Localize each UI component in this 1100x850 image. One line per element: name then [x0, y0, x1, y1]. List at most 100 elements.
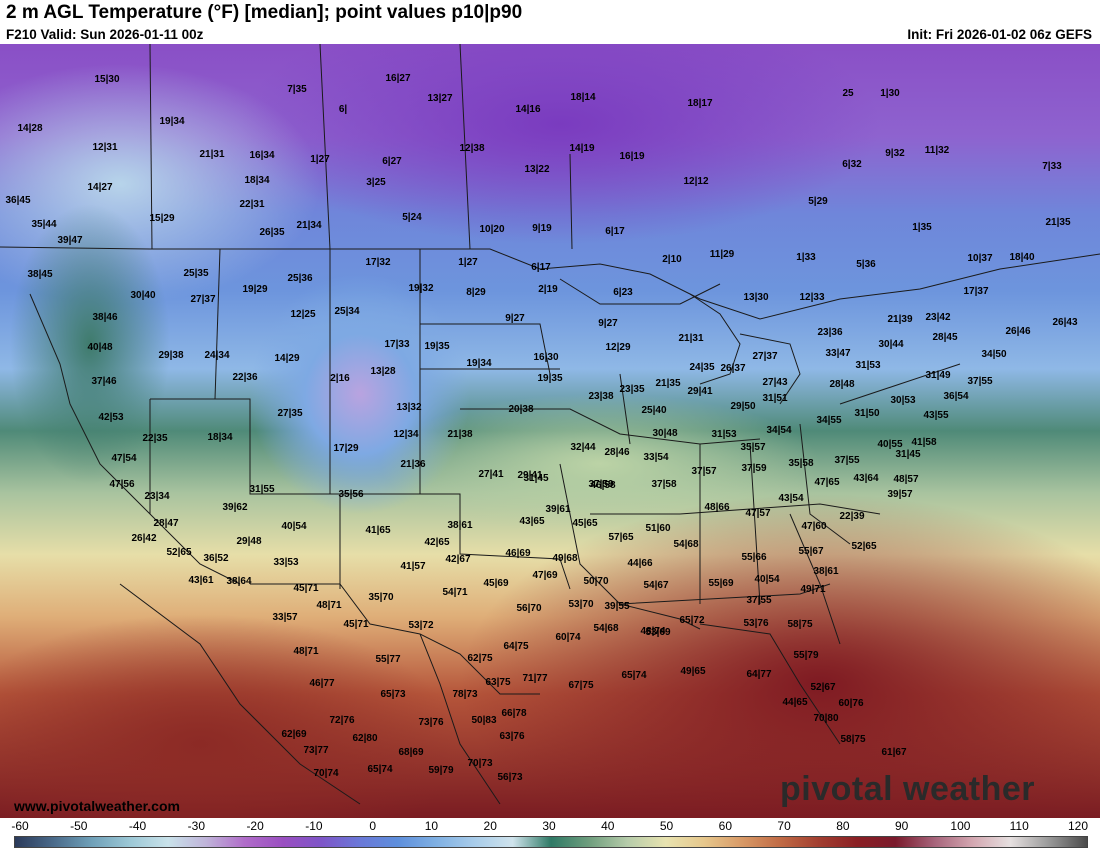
point-value: 43|55 [923, 410, 948, 421]
point-value: 48|74 [640, 626, 665, 637]
point-value: 31|53 [855, 360, 880, 371]
point-value: 43|61 [188, 575, 213, 586]
point-value: 11|32 [925, 145, 950, 156]
point-value: 48|57 [893, 474, 918, 485]
point-value: 34|55 [816, 415, 841, 426]
point-value: 26|35 [259, 227, 284, 238]
point-value: 78|73 [452, 689, 477, 700]
point-value: 65|74 [621, 670, 646, 681]
point-value: 14|29 [274, 353, 299, 364]
point-value: 73|76 [418, 717, 443, 728]
point-value: 7|35 [287, 84, 307, 95]
point-value: 39|62 [222, 502, 247, 513]
point-value: 47|57 [745, 508, 770, 519]
point-value: 42|65 [424, 537, 449, 548]
point-value: 72|76 [329, 715, 354, 726]
point-value: 31|45 [523, 473, 548, 484]
point-value: 37|57 [691, 466, 716, 477]
point-value: 19|34 [466, 358, 491, 369]
point-value: 19|34 [159, 116, 184, 127]
point-value: 45|69 [483, 578, 508, 589]
point-value: 21|34 [296, 220, 321, 231]
color-scale-tick: 90 [894, 819, 909, 833]
point-value: 1|35 [912, 222, 932, 233]
point-value: 51|60 [645, 523, 670, 534]
color-scale-tick: 30 [542, 819, 556, 833]
map-canvas: 15|30 7|35 16|27 13|27 18|14 18|17 25 1|30 14|28… [0, 44, 1100, 818]
point-value: 6|17 [605, 226, 625, 237]
point-value: 24|35 [689, 362, 714, 373]
point-value: 6| [339, 104, 348, 115]
temperature-map[interactable]: 15|30 7|35 16|27 13|27 18|14 18|17 25 1|30 14|28… [0, 44, 1100, 818]
point-values: 15|30 7|35 16|27 13|27 18|14 18|17 25 1|30 14|28… [5, 73, 1077, 783]
point-value: 58|75 [840, 734, 865, 745]
gulf-warm-core [460, 494, 1100, 818]
point-value: 38|45 [27, 269, 52, 280]
point-value: 46|77 [309, 678, 334, 689]
point-value: 37|59 [741, 463, 766, 474]
point-value: 68|69 [398, 747, 423, 758]
point-value: 33|47 [825, 348, 850, 359]
point-value: 21|31 [678, 333, 703, 344]
point-value: 65|73 [380, 689, 405, 700]
point-value: 36|45 [5, 195, 30, 206]
point-value: 50|83 [471, 715, 496, 726]
point-value: 28|45 [932, 332, 957, 343]
point-value: 37|55 [967, 376, 992, 387]
point-value: 19|35 [537, 373, 562, 384]
point-value: 19|32 [408, 283, 433, 294]
point-value: 2|16 [330, 373, 350, 384]
plains-mild-zone [380, 394, 820, 534]
point-value: 41|58 [911, 437, 936, 448]
point-value: 12|34 [393, 429, 418, 440]
point-value: 17|37 [963, 286, 988, 297]
point-value: 19|29 [242, 284, 267, 295]
point-value: 6|27 [382, 156, 402, 167]
point-value: 42|67 [445, 554, 470, 565]
point-value: 16|34 [249, 150, 274, 161]
point-value: 29|50 [730, 401, 755, 412]
point-value: 24|34 [204, 350, 229, 361]
color-scale-bar [14, 836, 1088, 848]
point-value: 37|55 [746, 595, 771, 606]
point-value: 14|28 [17, 123, 42, 134]
point-value: 65|74 [367, 764, 392, 775]
point-value: 21|35 [1045, 217, 1070, 228]
point-value: 52|67 [810, 682, 835, 693]
point-value: 21|35 [655, 378, 680, 389]
point-value: 15|29 [149, 213, 174, 224]
point-value: 5|29 [808, 196, 828, 207]
point-value: 26|43 [1052, 317, 1077, 328]
point-value: 44|66 [627, 558, 652, 569]
point-value: 29|41 [517, 470, 542, 481]
point-value: 22|36 [232, 372, 257, 383]
point-value: 6|17 [531, 262, 551, 273]
point-value: 45|71 [293, 583, 318, 594]
point-value: 35|56 [338, 489, 363, 500]
point-value: 53|69 [645, 627, 670, 638]
point-value: 48|71 [293, 646, 318, 657]
mexico-warm-core [0, 614, 460, 818]
point-value: 48|66 [704, 502, 729, 513]
point-value: 53|72 [408, 620, 433, 631]
point-value: 18|40 [1009, 252, 1034, 263]
point-value: 18|14 [570, 92, 595, 103]
point-value: 25|36 [287, 273, 312, 284]
point-value: 47|65 [814, 477, 839, 488]
point-value: 25|34 [334, 306, 359, 317]
point-value: 46|58 [590, 480, 615, 491]
point-value: 59|79 [428, 765, 453, 776]
point-value: 54|68 [673, 539, 698, 550]
color-scale-tick: -30 [187, 819, 205, 833]
point-value: 57|65 [608, 532, 633, 543]
map-title: 2 m AGL Temperature (°F) [median]; point… [6, 2, 523, 23]
point-value: 13|22 [524, 164, 549, 175]
color-scale-tick: 110 [1009, 819, 1029, 833]
point-value: 23|42 [925, 312, 950, 323]
point-value: 61|67 [881, 747, 906, 758]
color-scale: -60 -50 -40 -30 -20 -10 0 10 20 30 40 50 60 70 80 90 100… [0, 818, 1100, 850]
site-url[interactable]: www.pivotalweather.com [14, 798, 180, 814]
point-value: 45|65 [572, 518, 597, 529]
valid-time: F210 Valid: Sun 2026-01-11 00z [6, 27, 204, 42]
point-value: 50|70 [583, 576, 608, 587]
